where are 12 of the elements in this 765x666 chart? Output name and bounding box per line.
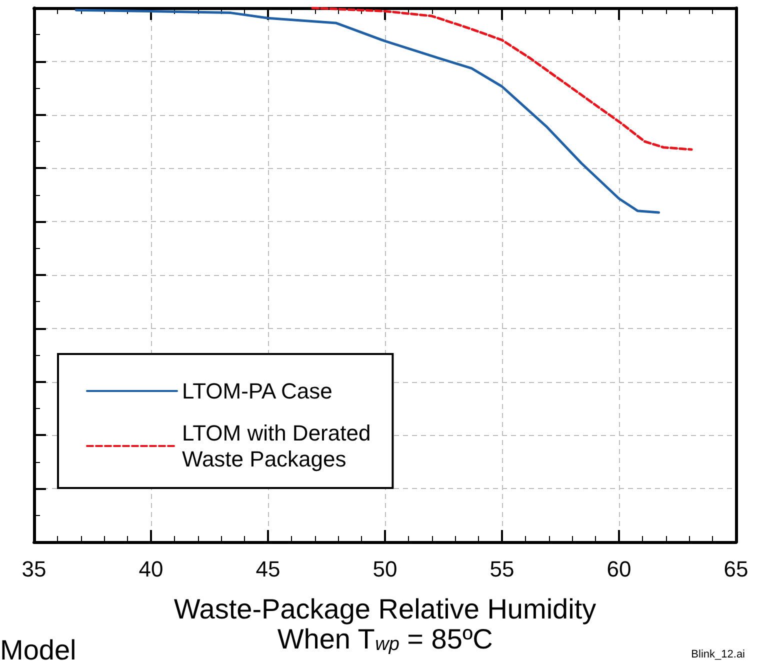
x-tick-label: 65 <box>724 556 748 582</box>
x-tick-label: 60 <box>606 556 632 582</box>
legend-label: LTOM-PA Case <box>182 378 332 404</box>
x-tick-label: 55 <box>490 556 514 582</box>
x-tick-label: 40 <box>138 556 164 582</box>
text: Blink_12.ai <box>691 648 746 660</box>
text: Model <box>0 634 76 666</box>
x-axis-title: Waste-Package Relative Humidity When Twp = 85ºC <box>174 594 596 655</box>
x-tick-label: 50 <box>372 556 398 582</box>
x-tick-label: 35 <box>22 556 46 582</box>
x-tick-label: 45 <box>256 556 280 582</box>
legend-label: LTOM with Derated Waste Packages <box>182 420 371 472</box>
